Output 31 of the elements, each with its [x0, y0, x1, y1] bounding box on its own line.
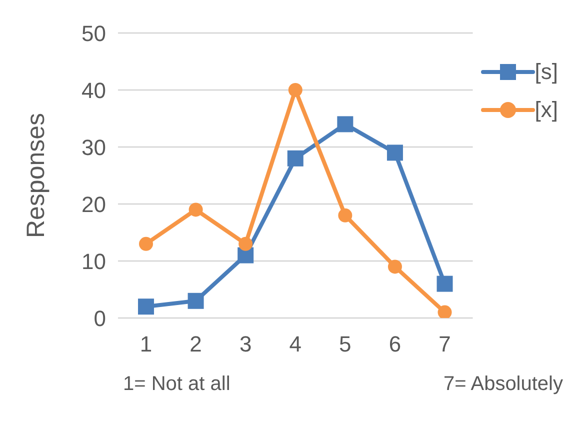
y-tick-label: 10 [82, 248, 106, 274]
text: 7= Absolutely [443, 373, 563, 396]
text: 1= Not at all [123, 373, 230, 396]
y-tick-label: 40 [82, 78, 106, 103]
point [188, 292, 204, 309]
y-tick-label: 20 [82, 192, 106, 217]
point [337, 116, 354, 132]
x-tick-label: 3 [239, 332, 252, 357]
y-axis-title: Responses [22, 112, 50, 238]
point [436, 276, 453, 292]
point [288, 83, 302, 97]
x-tick-label: 4 [289, 332, 302, 357]
x-tick-label: 2 [190, 332, 202, 357]
point [138, 298, 154, 315]
x-tick-label: 6 [388, 332, 402, 357]
y-tick-label: 50 [82, 20, 106, 46]
point [139, 236, 153, 251]
point [388, 260, 402, 274]
legend-label: [s] [534, 59, 558, 85]
y-tick-label: 30 [82, 134, 106, 160]
y-tick-label: 0 [94, 306, 106, 331]
point [386, 144, 403, 161]
x-tick-label: 5 [339, 332, 352, 357]
point [287, 150, 304, 166]
x-tick-label: 1 [140, 332, 152, 357]
point [438, 305, 452, 318]
point [338, 208, 352, 222]
x-tick-label: 7 [438, 332, 451, 357]
legend-label: [x] [534, 97, 558, 123]
point [238, 236, 253, 251]
point [188, 202, 203, 217]
